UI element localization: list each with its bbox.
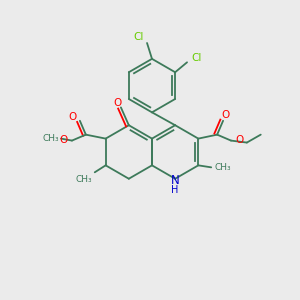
Text: N: N (171, 174, 179, 187)
Text: H: H (172, 184, 179, 195)
Text: CH₃: CH₃ (76, 175, 92, 184)
Text: O: O (113, 98, 121, 108)
Text: Cl: Cl (192, 53, 202, 63)
Text: O: O (221, 110, 230, 120)
Text: Cl: Cl (133, 32, 143, 42)
Text: O: O (60, 135, 68, 145)
Text: CH₃: CH₃ (43, 134, 59, 143)
Text: CH₃: CH₃ (215, 163, 231, 172)
Text: O: O (68, 112, 76, 122)
Text: O: O (235, 135, 243, 145)
